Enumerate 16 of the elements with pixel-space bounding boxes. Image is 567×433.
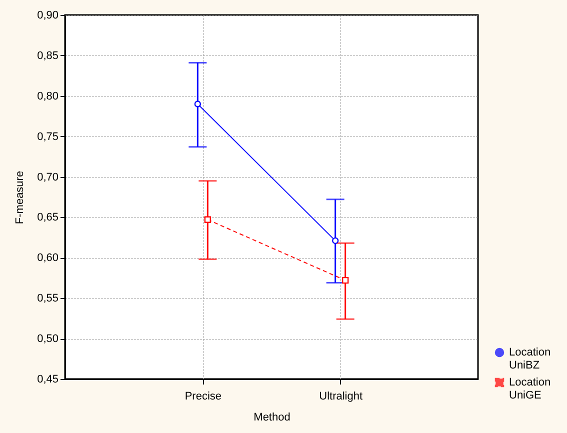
y-tick-label: 0,75 — [37, 130, 58, 143]
x-tick-label: Precise — [184, 390, 222, 402]
y-tick-label: 0,85 — [37, 50, 58, 62]
y-tick-label: 0,45 — [37, 374, 58, 386]
y-tick-label: 0,80 — [37, 90, 58, 102]
y-tick-label: 0,65 — [37, 212, 58, 224]
y-tick-label: 0,90 — [37, 10, 58, 22]
y-tick-label: 0,60 — [37, 252, 58, 264]
x-axis-title: Method — [254, 412, 290, 424]
x-tick-label: Ultralight — [319, 390, 363, 402]
y-tick-label: 0,70 — [37, 171, 58, 184]
y-tick-label: 0,55 — [37, 292, 58, 305]
legend-label: Location UniGE — [509, 376, 551, 402]
y-axis-title: F-measure — [14, 170, 26, 224]
legend-label: Location UniBZ — [509, 346, 551, 372]
y-tick-label: 0,50 — [37, 333, 58, 346]
